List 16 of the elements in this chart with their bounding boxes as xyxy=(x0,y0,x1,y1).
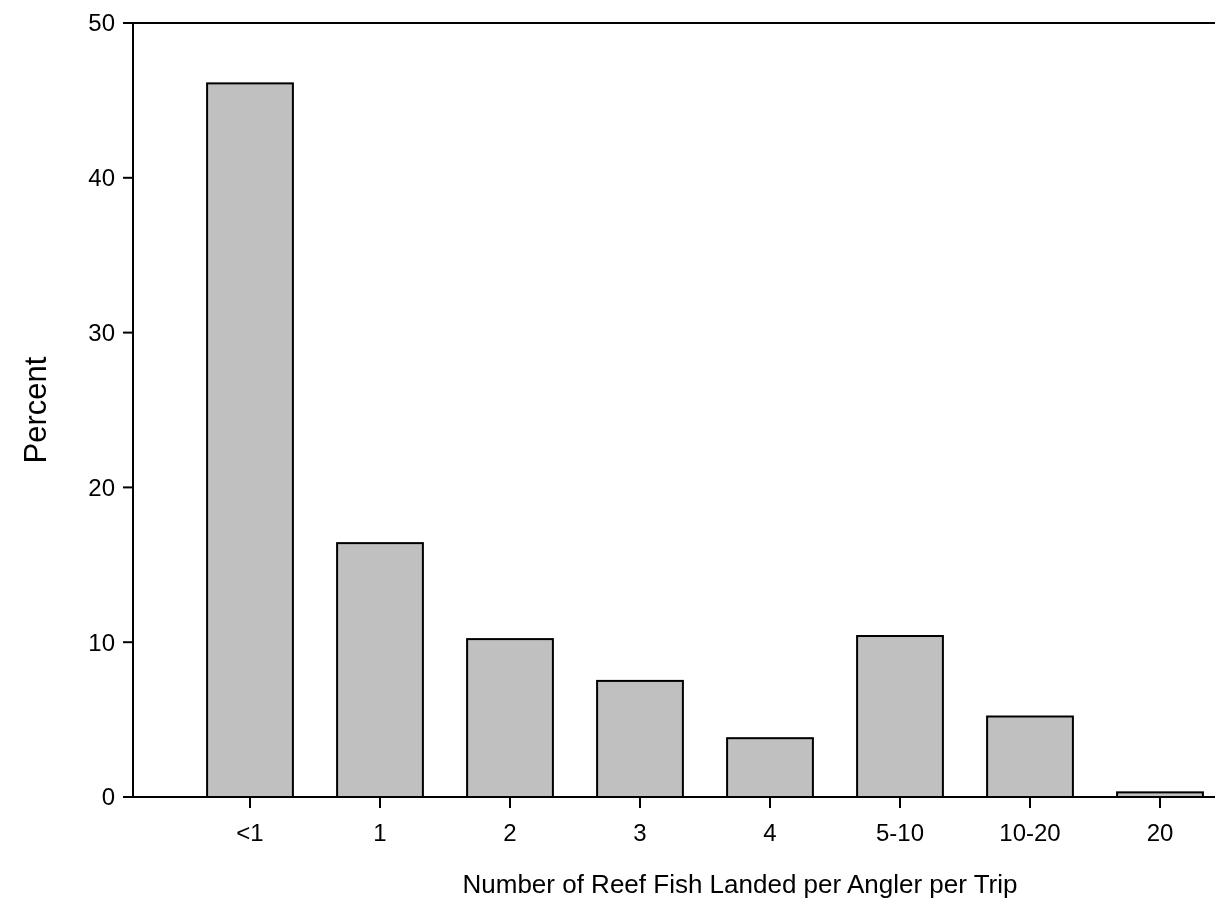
x-tick-label: 2 xyxy=(503,819,517,846)
x-tick-label: <1 xyxy=(236,819,264,846)
y-axis-title: Percent xyxy=(18,356,53,464)
x-tick-label: 10-20 xyxy=(999,819,1061,846)
x-axis-title: Number of Reef Fish Landed per Angler per Trip xyxy=(462,869,1018,899)
x-tick-label: 1 xyxy=(373,819,387,846)
y-tick-label: 20 xyxy=(88,473,115,501)
y-tick-label: 10 xyxy=(88,628,115,656)
x-tick-label: 4 xyxy=(763,819,777,846)
y-tick-label: 0 xyxy=(101,783,115,811)
y-tick-label: 40 xyxy=(88,164,115,192)
y-tick-label: 50 xyxy=(88,9,115,37)
x-tick-label: 20 xyxy=(1146,819,1174,846)
y-tick-label: 30 xyxy=(88,319,115,346)
x-tick-label: 5-10 xyxy=(875,819,925,846)
x-tick-label: 3 xyxy=(633,819,647,846)
